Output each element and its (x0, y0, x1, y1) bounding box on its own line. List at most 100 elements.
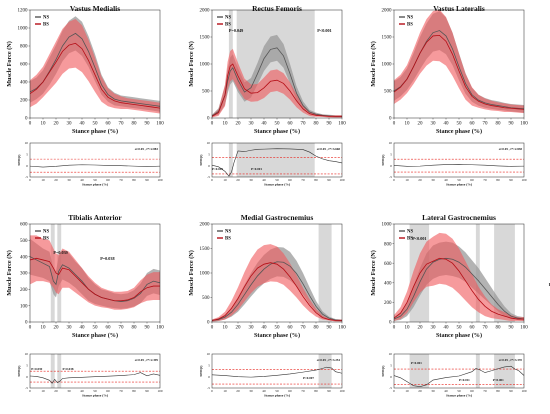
y-tick-label: 10 (25, 352, 29, 356)
y-tick-label: 200 (20, 99, 28, 104)
x-tick-label: 40 (444, 178, 448, 182)
x-tick-label: 70 (119, 326, 125, 331)
x-tick-label: 10 (223, 389, 227, 393)
x-tick-label: 70 (483, 178, 487, 182)
threshold-label: α=0.05 , t*=3.370 (499, 358, 523, 362)
y-tick-label: 0 (208, 375, 210, 379)
x-tick-label: 80 (496, 326, 502, 331)
x-tick-label: 50 (275, 326, 281, 331)
x-tick-label: 80 (314, 178, 318, 182)
y-axis-label: Muscle Force (N) (6, 41, 13, 87)
x-tick-label: 10 (41, 122, 47, 127)
y-axis-label: Muscle Force (N) (188, 41, 195, 87)
x-tick-label: 70 (119, 389, 123, 393)
x-tick-label: 60 (106, 326, 112, 331)
x-tick-label: 80 (496, 389, 500, 393)
x-axis-label: Stance phase (%) (446, 183, 473, 187)
x-axis-label: Stance phase (%) (254, 128, 300, 135)
y-axis-label: Muscle Force (N) (6, 250, 13, 296)
y-tick-label: -5 (207, 175, 210, 179)
x-tick-label: 10 (41, 178, 45, 182)
x-tick-label: 20 (54, 326, 60, 331)
x-tick-label: 100 (157, 389, 162, 393)
y-tick-label: 10 (389, 141, 393, 145)
chart-title: Vastus Medialis (70, 4, 120, 13)
x-tick-label: 60 (470, 389, 474, 393)
x-tick-label: 60 (288, 178, 292, 182)
x-tick-label: 40 (80, 326, 86, 331)
y-axis-label: SPM{t} (17, 365, 21, 377)
y-axis-label: Muscle Force (N) (370, 250, 377, 296)
sd-band-bs (30, 235, 160, 310)
x-tick-label: 60 (470, 122, 476, 127)
legend-label-bs: BS (407, 237, 413, 242)
mean-line-bs (394, 257, 524, 320)
x-tick-label: 0 (393, 326, 396, 331)
x-axis-label: Stance phase (%) (72, 332, 118, 339)
x-tick-label: 20 (418, 326, 424, 331)
significance-region (318, 224, 332, 322)
plot-frame (393, 353, 525, 389)
y-tick-label: 5 (208, 364, 210, 368)
spm-t-curve (29, 372, 161, 384)
x-tick-label: 90 (327, 122, 333, 127)
x-tick-label: 0 (29, 178, 31, 182)
x-tick-label: 10 (223, 122, 229, 127)
x-tick-label: 40 (262, 122, 268, 127)
p-value-annotation: P<0.001 (411, 361, 422, 365)
x-tick-label: 70 (483, 122, 489, 127)
x-tick-label: 20 (54, 178, 58, 182)
y-axis-label: SPM{t} (199, 154, 203, 166)
x-axis-label: Stance phase (%) (264, 183, 291, 187)
y-tick-label: 200 (384, 301, 392, 306)
y-tick-label: 0 (207, 321, 210, 326)
x-tick-label: 100 (338, 122, 346, 127)
x-tick-label: 80 (132, 389, 136, 393)
x-tick-label: 0 (211, 178, 213, 182)
x-tick-label: 0 (29, 326, 32, 331)
x-tick-label: 100 (520, 122, 528, 127)
plot-frame (29, 353, 161, 389)
y-tick-label: 500 (202, 90, 210, 95)
p-value-annotation: P<0.001 (412, 236, 426, 241)
force-panel-5: 0 10 20 30 40 50 60 70 80 90 10002004006008001000L… (370, 213, 550, 339)
y-tick-label: 1000 (200, 63, 211, 68)
x-tick-label: 20 (236, 122, 242, 127)
y-axis-label: Muscle Force (N) (370, 41, 377, 87)
x-tick-label: 70 (119, 122, 125, 127)
x-tick-label: 40 (262, 326, 268, 331)
x-tick-label: 30 (67, 326, 73, 331)
spm-t-curve (29, 164, 161, 168)
x-tick-label: 90 (509, 389, 513, 393)
y-tick-label: 1200 (18, 9, 29, 14)
x-tick-label: 0 (211, 122, 214, 127)
x-tick-label: 90 (145, 122, 151, 127)
chart-title: Rectus Femoris (252, 4, 302, 13)
x-tick-label: 80 (314, 326, 320, 331)
x-tick-label: 30 (431, 178, 435, 182)
mean-line-bs (30, 257, 160, 302)
x-tick-label: 20 (236, 178, 240, 182)
y-tick-label: 800 (20, 45, 28, 50)
x-tick-label: 0 (393, 122, 396, 127)
p-value-annotation: P=0.049 (229, 28, 243, 33)
mean-line-bs (212, 262, 342, 321)
x-tick-label: 60 (470, 178, 474, 182)
x-tick-label: 50 (93, 122, 99, 127)
p-value-annotation: P=0.007 (303, 376, 314, 380)
p-value-annotation: P=0.011 (549, 282, 550, 287)
x-tick-label: 70 (301, 389, 305, 393)
x-tick-label: 10 (41, 389, 45, 393)
x-tick-label: 10 (405, 178, 409, 182)
x-tick-label: 40 (262, 178, 266, 182)
p-value-annotation: P=0.039 (31, 367, 42, 371)
x-tick-label: 100 (156, 326, 164, 331)
legend-label-bs: BS (43, 23, 49, 28)
y-tick-label: 600 (384, 262, 392, 267)
y-tick-label: 1000 (382, 223, 393, 228)
sd-band-bs (30, 19, 160, 114)
y-tick-label: 0 (25, 321, 28, 326)
spm-t-curve (393, 164, 525, 167)
